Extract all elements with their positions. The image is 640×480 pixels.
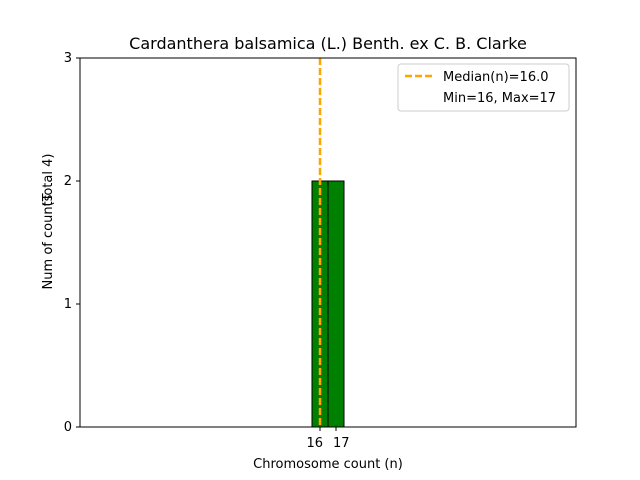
y-axis-total-label: (Total 4) [41, 154, 56, 207]
plot-frame [79, 57, 577, 428]
axes: 0 1 2 3 16 17 [64, 51, 577, 451]
legend-median-label: Median(n)=16.0 [443, 70, 549, 85]
y-tick-label-3: 3 [64, 51, 72, 66]
legend-range-label: Min=16, Max=17 [443, 91, 556, 106]
y-tick-label-1: 1 [64, 297, 72, 312]
x-tick-label-16: 16 [306, 436, 323, 451]
x-tick-label-17: 17 [333, 436, 350, 451]
y-tick-label-0: 0 [64, 420, 72, 435]
x-axis-label: Chromosome count (n) [253, 457, 403, 472]
bar-17 [327, 180, 345, 428]
y-axis-label: Num of counts [41, 194, 56, 289]
legend-box [397, 63, 570, 112]
chart-title: Cardanthera balsamica (L.) Benth. ex C. … [129, 34, 527, 53]
legend: Median(n)=16.0 Min=16, Max=17 [397, 63, 570, 112]
y-tick-label-2: 2 [64, 174, 72, 189]
